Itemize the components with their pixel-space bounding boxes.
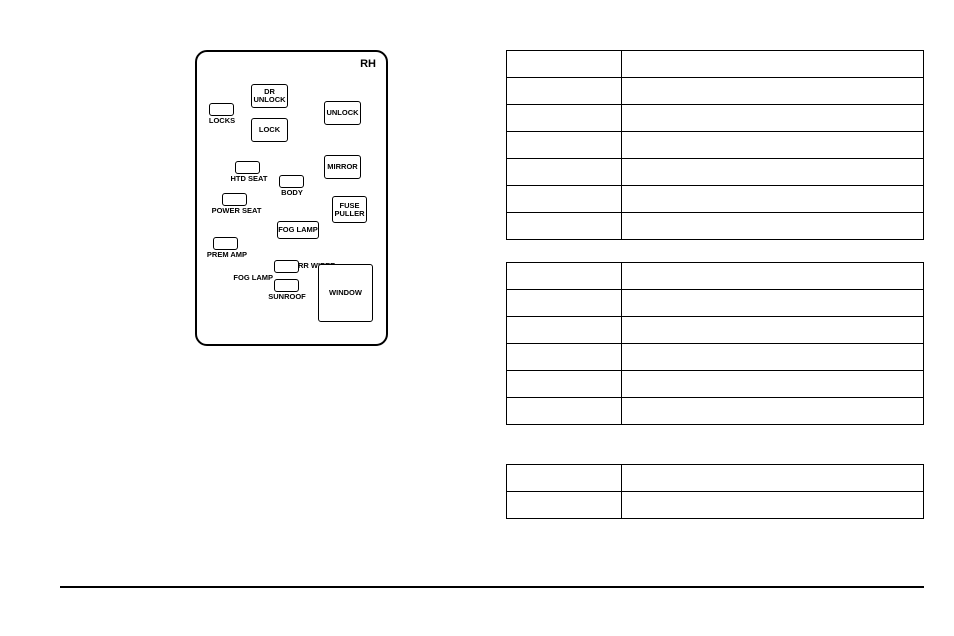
- fuse-label: LOCKS: [205, 117, 239, 125]
- fuse-sunroof: [274, 279, 299, 292]
- fuse-unlock: UNLOCK: [324, 101, 361, 125]
- table-row: [507, 105, 924, 132]
- fuse-label: DRUNLOCK: [252, 88, 287, 105]
- table-row: [507, 186, 924, 213]
- table-row: [507, 371, 924, 398]
- table-3: [506, 464, 924, 519]
- page: RH DRUNLOCK LOCKS UNLOCK LOCK HTD SEAT M…: [0, 0, 954, 636]
- fuse-label: WINDOW: [319, 289, 372, 297]
- fuse-power-seat: [222, 193, 247, 206]
- table-row: [507, 492, 924, 519]
- fuse-label: FOG LAMP: [229, 274, 273, 282]
- table-2: [506, 262, 924, 425]
- fuse-htd-seat: [235, 161, 260, 174]
- fuse-body: [279, 175, 304, 188]
- fuse-locks: [209, 103, 234, 116]
- fuse-dr-unlock: DRUNLOCK: [251, 84, 288, 108]
- fuse-label: FUSEPULLER: [333, 201, 366, 218]
- fuse-mirror: MIRROR: [324, 155, 361, 179]
- fuse-prem-amp: [213, 237, 238, 250]
- table-row: [507, 132, 924, 159]
- table-row: [507, 263, 924, 290]
- table-row: [507, 344, 924, 371]
- fuse-lock: LOCK: [251, 118, 288, 142]
- fuse-label: UNLOCK: [325, 109, 360, 117]
- table-row: [507, 51, 924, 78]
- fuse-label: LOCK: [252, 126, 287, 134]
- corner-label: RH: [360, 58, 376, 70]
- table-row: [507, 317, 924, 344]
- fusebox-diagram: RH DRUNLOCK LOCKS UNLOCK LOCK HTD SEAT M…: [195, 50, 388, 346]
- table-row: [507, 465, 924, 492]
- footer-rule: [60, 586, 924, 588]
- fuse-label: SUNROOF: [263, 293, 311, 301]
- table-1: [506, 50, 924, 240]
- fuse-fuse-puller: FUSEPULLER: [332, 196, 367, 223]
- fuse-label: FOG LAMP: [278, 226, 318, 234]
- fuse-label: HTD SEAT: [227, 175, 271, 183]
- fuse-label: PREM AMP: [205, 251, 249, 259]
- fuse-label: MIRROR: [325, 163, 360, 171]
- table-row: [507, 78, 924, 105]
- table-row: [507, 290, 924, 317]
- fuse-window: WINDOW: [318, 264, 373, 322]
- table-row: [507, 159, 924, 186]
- fuse-label: BODY: [277, 189, 307, 197]
- fuse-label: POWER SEAT: [209, 207, 264, 215]
- fuse-fog-lamp-upper: FOG LAMP: [277, 221, 319, 239]
- table-row: [507, 213, 924, 240]
- fuse-rr-wiper: [274, 260, 299, 273]
- table-row: [507, 398, 924, 425]
